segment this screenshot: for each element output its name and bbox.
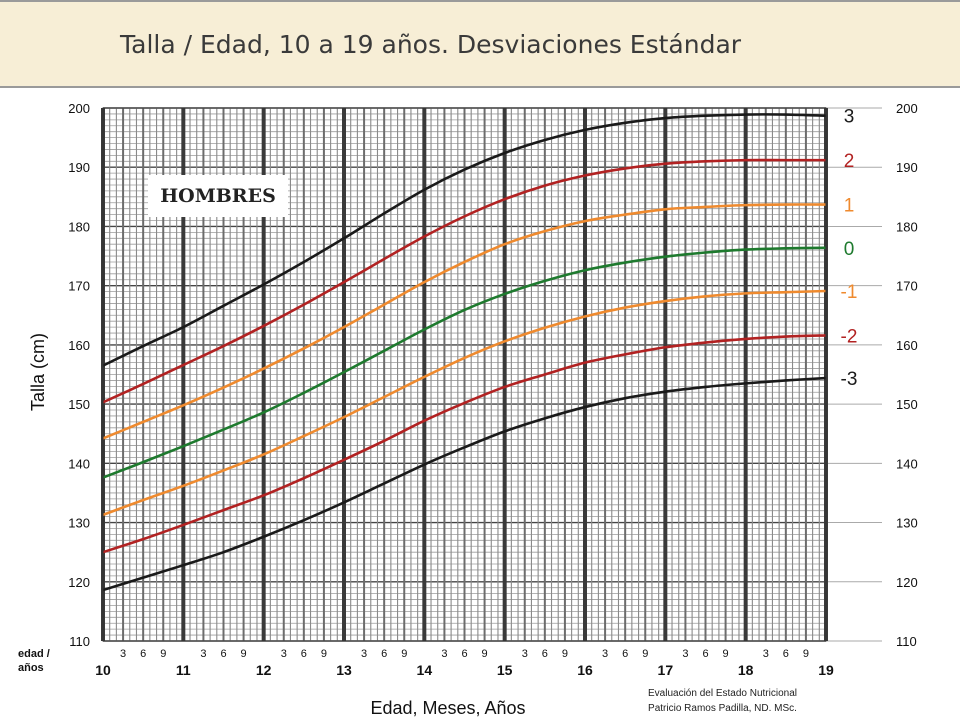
series-line [102, 158, 826, 404]
x-month-label: 3 [602, 648, 608, 660]
x-tick-label: 12 [256, 662, 272, 678]
x-month-label: 6 [702, 648, 708, 660]
x-tick-label: 13 [336, 662, 352, 678]
series-line [102, 113, 827, 367]
x-month-label: 9 [803, 648, 809, 660]
y-tick-label-left: 160 [68, 338, 90, 353]
y-tick-label-left: 120 [68, 575, 90, 590]
series-line [102, 203, 827, 440]
x-month-label: 3 [200, 648, 206, 660]
series-label: 3 [844, 107, 855, 128]
series-line [102, 334, 827, 554]
x-month-label: 3 [441, 648, 447, 660]
y-tick-label-left: 180 [68, 219, 90, 234]
x-month-label: 9 [160, 648, 166, 660]
series-line [102, 289, 827, 517]
footer-credit: Evaluación del Estado Nutricional Patric… [620, 686, 825, 716]
series-label: 2 [844, 151, 855, 172]
y-tick-label-left: 150 [68, 397, 90, 412]
x-month-label: 9 [401, 648, 407, 660]
x-axis-title: Edad, Meses, Años [370, 698, 525, 718]
y-tick-label-right: 180 [896, 219, 918, 234]
series-label: 0 [844, 239, 855, 260]
x-month-label: 6 [461, 648, 467, 660]
x-tick-label: 15 [497, 662, 513, 678]
y-tick-label-right: 130 [896, 516, 918, 531]
x-month-label: 3 [682, 648, 688, 660]
series-line [102, 246, 827, 479]
x-corner-label-top: edad / [18, 648, 50, 660]
inset-label-box [148, 175, 288, 217]
x-month-label: 6 [381, 648, 387, 660]
x-month-label: 9 [241, 648, 247, 660]
series-label: -2 [841, 326, 858, 347]
series-label: 1 [844, 196, 855, 217]
x-corner-label-bottom: años [18, 662, 44, 674]
series-line [102, 376, 827, 592]
x-month-label: 6 [301, 648, 307, 660]
x-tick-label: 10 [95, 662, 111, 678]
x-month-label: 9 [642, 648, 648, 660]
y-tick-label-right: 150 [896, 397, 918, 412]
x-month-label: 3 [281, 648, 287, 660]
x-month-label: 6 [140, 648, 146, 660]
x-month-label: 9 [321, 648, 327, 660]
footer-line-1: Evaluación del Estado Nutricional [648, 688, 797, 699]
x-tick-label: 14 [417, 662, 433, 678]
title-banner: Talla / Edad, 10 a 19 años. Desviaciones… [0, 0, 960, 88]
inset-label: HOMBRES [160, 185, 276, 207]
x-month-label: 3 [361, 648, 367, 660]
x-tick-label: 18 [738, 662, 754, 678]
y-tick-label-right: 200 [896, 101, 918, 116]
x-month-label: 9 [562, 648, 568, 660]
x-tick-label: 19 [818, 662, 834, 678]
x-tick-label: 16 [577, 662, 593, 678]
y-tick-label-right: 170 [896, 279, 918, 294]
y-tick-label-right: 190 [896, 160, 918, 175]
x-month-label: 6 [220, 648, 226, 660]
y-tick-label-right: 120 [896, 575, 918, 590]
y-tick-label-left: 140 [68, 456, 90, 471]
page-title: Talla / Edad, 10 a 19 años. Desviaciones… [120, 30, 742, 59]
y-tick-label-left: 130 [68, 516, 90, 531]
x-month-label: 6 [622, 648, 628, 660]
y-tick-label-right: 160 [896, 338, 918, 353]
footer-line-2: Patricio Ramos Padilla, ND. MSc. [648, 703, 797, 714]
y-tick-label-left: 170 [68, 279, 90, 294]
y-tick-label-left: 110 [69, 634, 90, 649]
x-month-label: 9 [723, 648, 729, 660]
x-tick-label: 11 [176, 662, 191, 678]
plot-border [102, 107, 827, 642]
x-month-label: 3 [120, 648, 126, 660]
y-axis-title: Talla (cm) [28, 333, 48, 411]
series-label: -3 [841, 369, 858, 390]
x-month-label: 6 [783, 648, 789, 660]
y-tick-label-right: 140 [896, 456, 918, 471]
x-month-label: 3 [522, 648, 528, 660]
y-tick-label-left: 200 [68, 101, 90, 116]
x-month-label: 3 [763, 648, 769, 660]
x-tick-label: 17 [658, 662, 674, 678]
x-month-label: 9 [482, 648, 488, 660]
y-tick-label-left: 190 [68, 160, 90, 175]
y-tick-label-right: 110 [896, 634, 917, 649]
x-month-label: 6 [542, 648, 548, 660]
series-label: -1 [841, 282, 858, 303]
